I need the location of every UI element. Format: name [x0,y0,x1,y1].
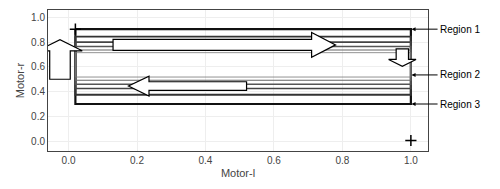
svg-text:0.2: 0.2 [130,155,144,166]
svg-text:1.0: 1.0 [404,155,418,166]
svg-text:Motor-r: Motor-r [14,62,26,98]
svg-text:1.0: 1.0 [31,12,45,23]
svg-text:Region 2: Region 2 [440,69,480,80]
svg-text:0.2: 0.2 [31,111,45,122]
svg-text:0.6: 0.6 [31,61,45,72]
svg-text:0.6: 0.6 [267,155,281,166]
svg-text:Motor-l: Motor-l [221,167,255,179]
svg-text:0.8: 0.8 [31,37,45,48]
svg-text:0.4: 0.4 [31,86,45,97]
svg-text:0.8: 0.8 [335,155,349,166]
svg-text:0.4: 0.4 [199,155,213,166]
svg-text:Region 1: Region 1 [440,24,480,35]
svg-text:0.0: 0.0 [62,155,76,166]
svg-text:0.0: 0.0 [31,136,45,147]
svg-text:Region 3: Region 3 [440,99,480,110]
